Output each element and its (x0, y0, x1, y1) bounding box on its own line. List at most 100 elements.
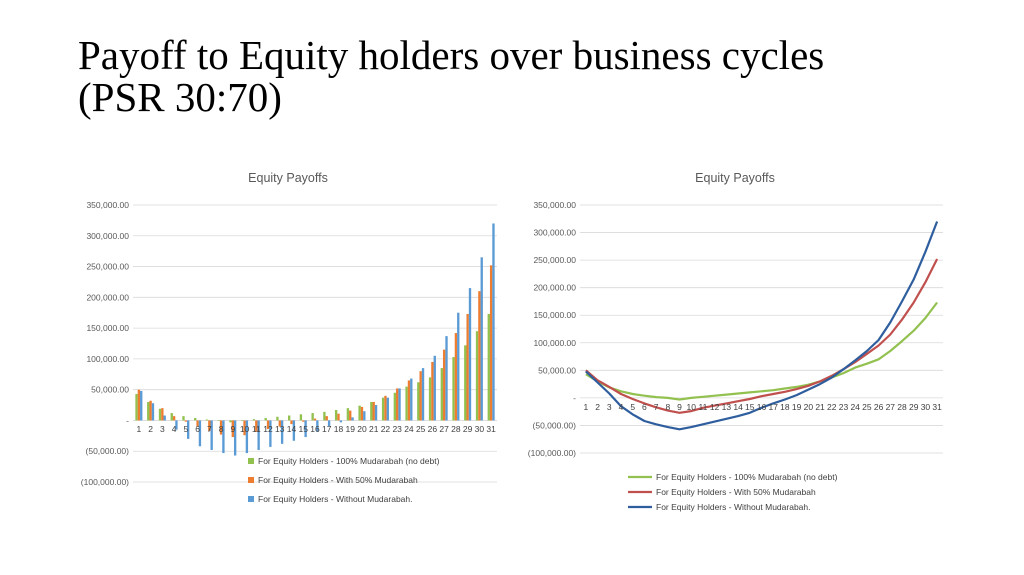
x-tick-label: 5 (630, 402, 635, 412)
x-tick-label: 3 (607, 402, 612, 412)
y-tick-label: 100,000.00 (533, 338, 576, 348)
bar (280, 420, 284, 444)
bar (433, 355, 436, 421)
slide-title-line1: Payoff to Equity holders over business c… (78, 32, 825, 78)
bar (405, 386, 408, 421)
y-tick-label: 50,000.00 (538, 365, 576, 375)
y-tick-label: 350,000.00 (86, 200, 129, 210)
bar (431, 361, 434, 421)
x-tick-label: 8 (665, 402, 670, 412)
bar (316, 420, 319, 432)
slide-title: Payoff to Equity holders over business c… (78, 34, 978, 118)
legend-swatch (248, 477, 254, 483)
x-tick-label: 13 (275, 424, 285, 434)
bar (323, 411, 326, 421)
bar (252, 419, 256, 421)
x-tick-label: 31 (486, 424, 496, 434)
bar (396, 388, 399, 421)
bar (327, 420, 331, 427)
y-tick-label: 150,000.00 (86, 323, 129, 333)
x-tick-label: 27 (439, 424, 449, 434)
bar (137, 389, 141, 421)
bar (182, 416, 185, 421)
x-tick-label: 14 (733, 402, 743, 412)
legend-label: For Equity Holders - With 50% Mudarabah (656, 487, 816, 497)
x-tick-label: 21 (815, 402, 825, 412)
bar (187, 420, 190, 439)
bar (454, 333, 458, 421)
x-tick-label: 8 (219, 424, 224, 434)
x-tick-label: 25 (416, 424, 426, 434)
bar (241, 420, 244, 421)
x-tick-label: 17 (322, 424, 332, 434)
bar (222, 420, 225, 454)
bar (311, 413, 314, 421)
y-tick-label: 350,000.00 (533, 200, 576, 210)
bar (170, 413, 173, 421)
bar (370, 401, 373, 421)
bar (233, 420, 237, 456)
x-tick-label: 6 (642, 402, 647, 412)
x-tick-label: 11 (699, 402, 708, 412)
x-tick-label: 19 (792, 402, 802, 412)
x-tick-label: 30 (475, 424, 485, 434)
bar (468, 288, 472, 421)
bar (393, 392, 397, 421)
bar (407, 380, 411, 421)
series-line (585, 221, 939, 431)
x-tick-label: 19 (345, 424, 355, 434)
bar (489, 265, 493, 421)
bar (358, 405, 361, 421)
bar (374, 405, 378, 421)
y-tick-label: 300,000.00 (533, 228, 576, 238)
bar (360, 406, 364, 421)
x-tick-label: 22 (381, 424, 391, 434)
x-tick-label: 25 (862, 402, 872, 412)
bar (219, 420, 223, 435)
y-tick-label: 200,000.00 (533, 283, 576, 293)
x-tick-label: 9 (230, 424, 235, 434)
bar (229, 420, 232, 423)
legend-swatch (248, 496, 254, 502)
bar (457, 312, 460, 421)
bar (163, 415, 166, 421)
bar (299, 414, 303, 421)
bar (440, 368, 443, 421)
x-tick-label: 29 (463, 424, 473, 434)
bar (158, 408, 162, 421)
x-tick-label: 15 (299, 424, 309, 434)
x-tick-label: 5 (183, 424, 188, 434)
bar (172, 416, 176, 421)
bar (194, 417, 197, 421)
bar (334, 409, 338, 421)
bar (475, 331, 479, 421)
x-tick-label: 3 (160, 424, 165, 434)
y-tick-label: (50,000.00) (86, 446, 130, 456)
x-tick-label: 30 (921, 402, 931, 412)
bar (210, 420, 213, 450)
bar (140, 390, 143, 421)
bar (302, 420, 305, 422)
bar (466, 313, 469, 421)
x-tick-label: 20 (357, 424, 367, 434)
bar (478, 291, 481, 421)
bar (349, 410, 352, 421)
bar (442, 349, 446, 421)
x-tick-label: 11 (252, 424, 261, 434)
bar (419, 371, 422, 421)
bar (231, 420, 234, 438)
bar (243, 420, 246, 436)
x-tick-label: 21 (369, 424, 379, 434)
x-tick-label: 2 (595, 402, 600, 412)
bar (151, 403, 155, 421)
bar (480, 257, 483, 421)
bar (325, 416, 328, 421)
bar (217, 420, 220, 421)
bar (184, 420, 188, 422)
bar (264, 417, 267, 421)
x-tick-label: 10 (687, 402, 697, 412)
bar (175, 420, 178, 430)
x-tick-label: 7 (207, 424, 212, 434)
bar (292, 420, 296, 441)
x-tick-label: 22 (827, 402, 837, 412)
